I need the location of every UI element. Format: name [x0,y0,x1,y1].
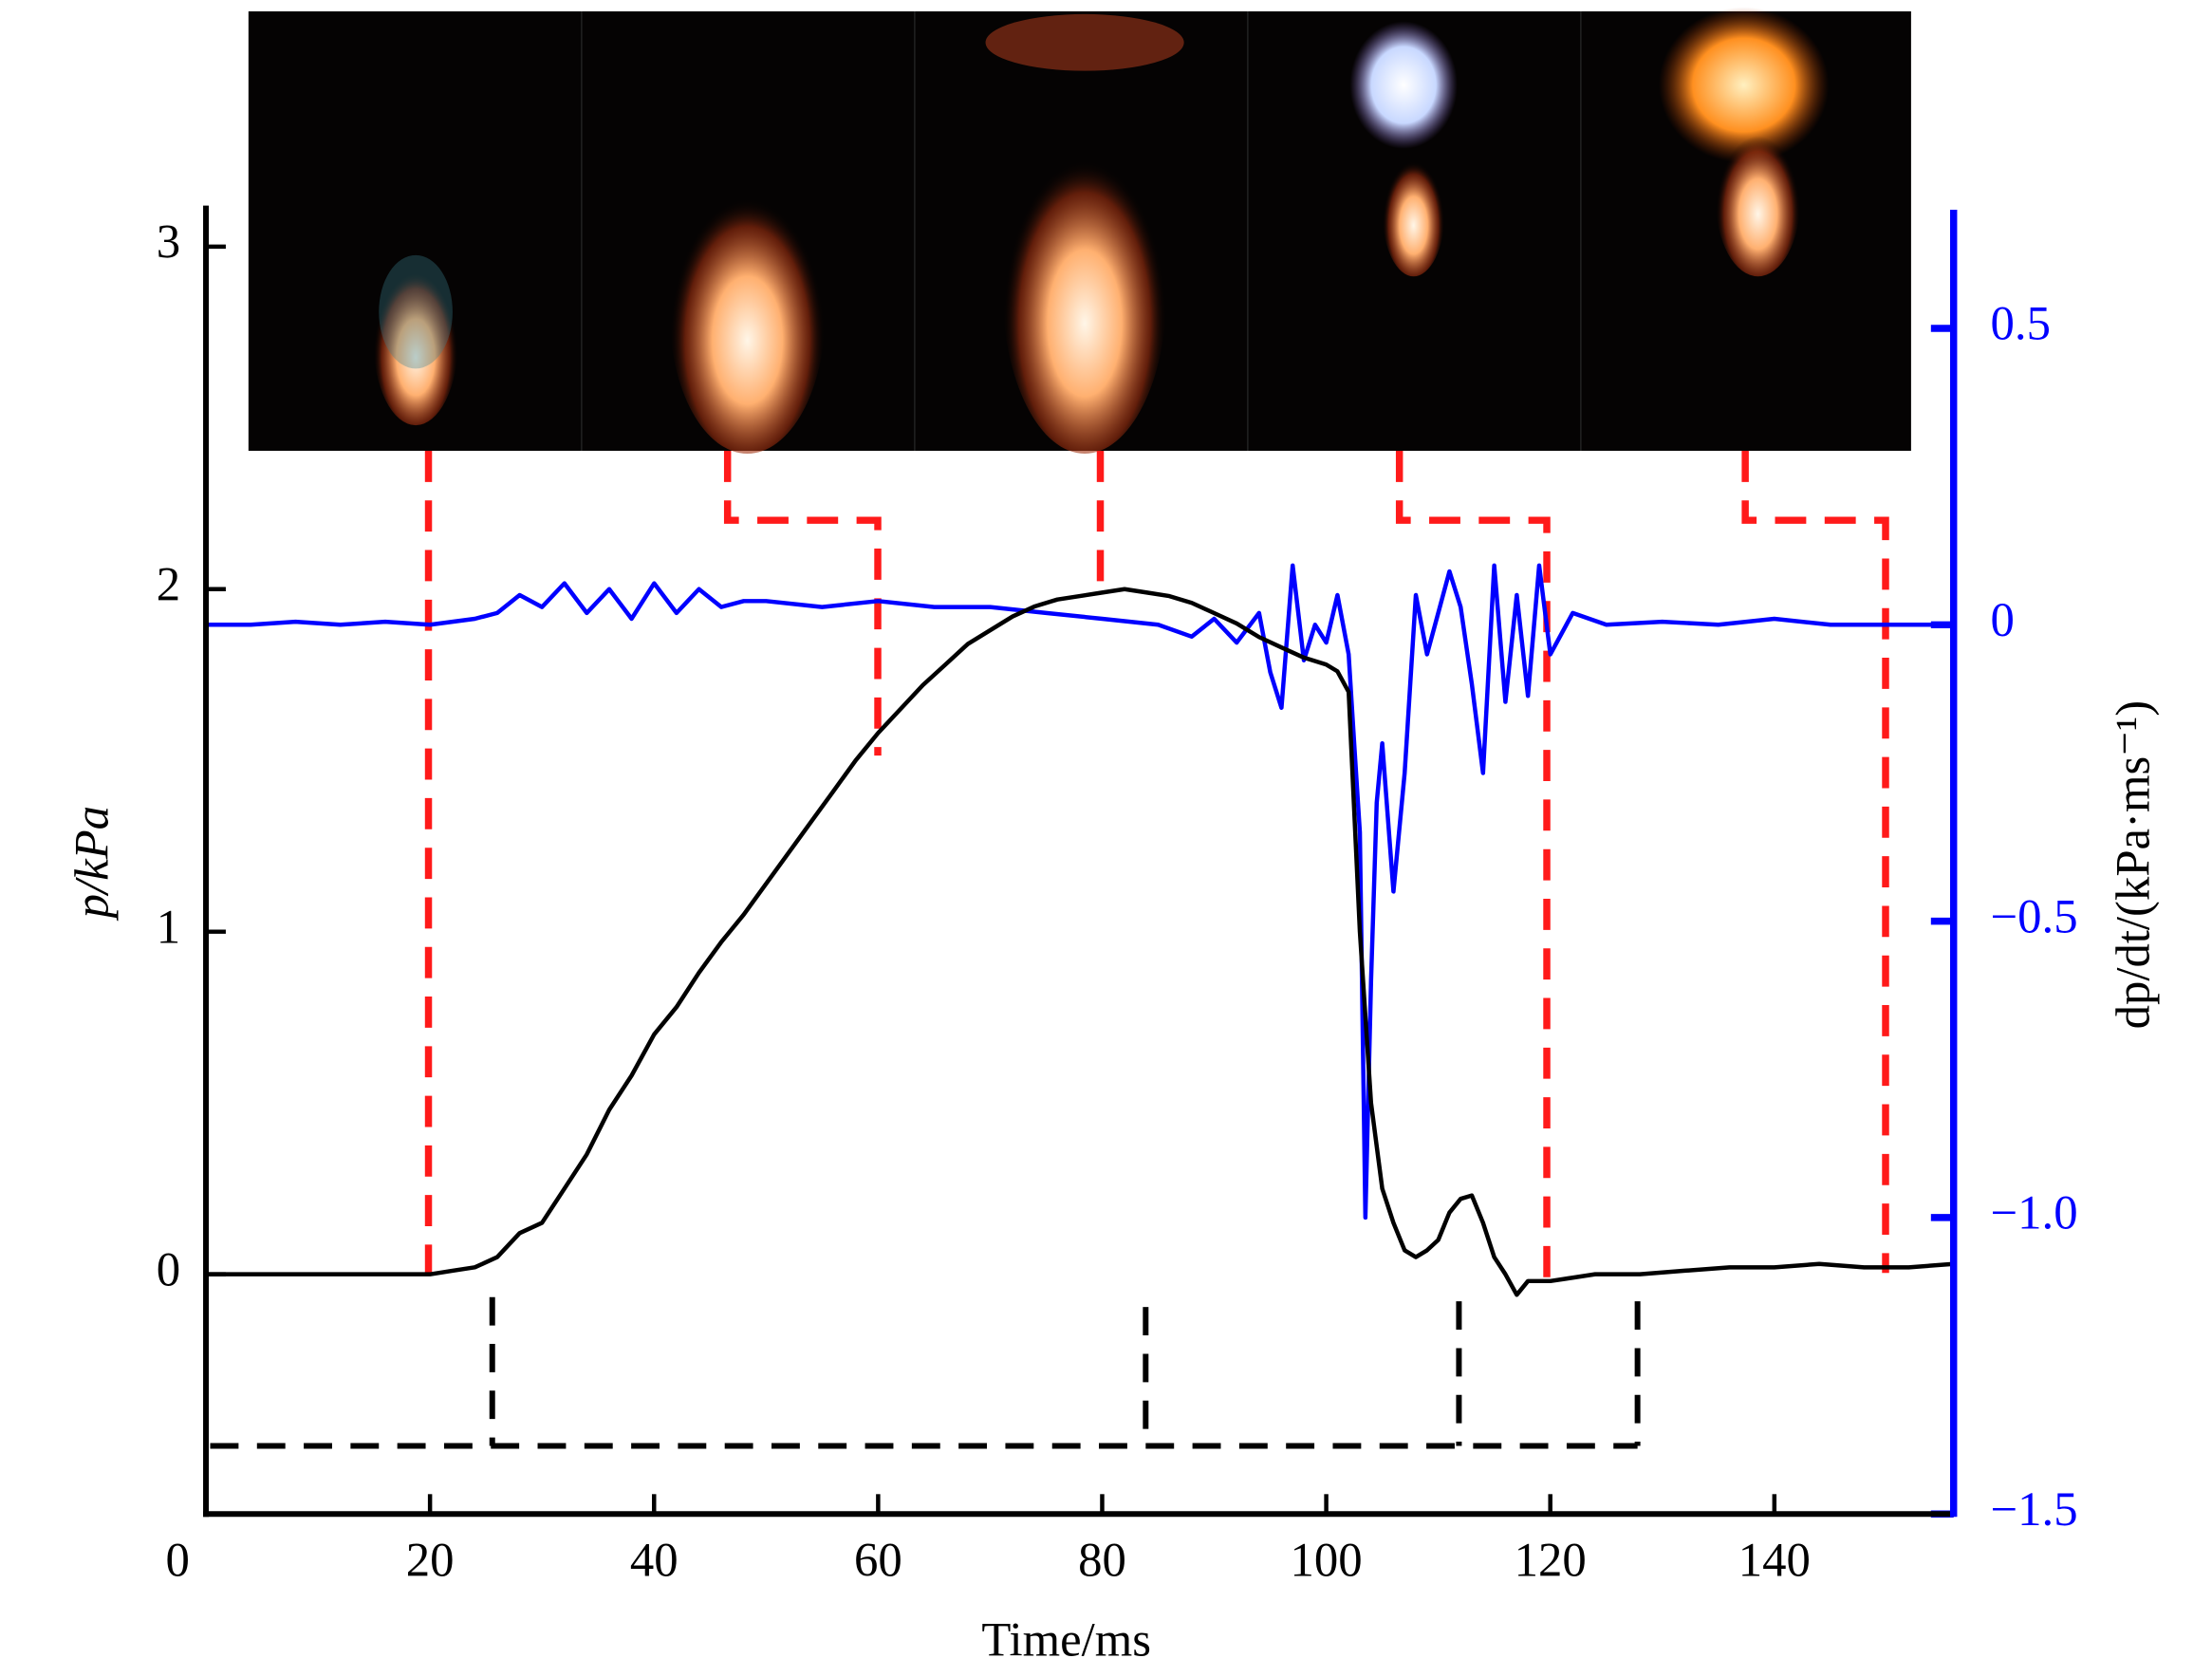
x-tick-label: 20 [406,1534,455,1587]
y2-tick-label: 0.5 [1991,297,2051,350]
y2-tick-label: −0.5 [1991,889,2078,942]
x-axis-label: Time/ms [981,1612,1151,1666]
y-axis-label: p/kPa [65,806,119,921]
y-tick-label: 2 [157,557,180,610]
y-tick-label: 0 [157,1242,180,1295]
y2-tick-label: −1.5 [1991,1482,2078,1536]
y2-axis-label: dp/dt/(kPa·ms⁻¹) [2107,700,2160,1030]
y2-tick-label: 0 [1991,593,2015,646]
x-tick-label: 40 [630,1534,678,1587]
x-tick-label: 80 [1078,1534,1126,1587]
x-tick-label: 100 [1291,1534,1363,1587]
x-tick-label: 60 [854,1534,902,1587]
x-tick-label: 0 [165,1534,189,1587]
black-brackets [210,1296,1641,1449]
x-tick-label: 140 [1738,1534,1811,1587]
y-tick-label: 3 [157,215,180,269]
red-connectors [424,450,1889,1283]
y-tick-label: 1 [157,900,180,953]
flame-photos [248,7,1911,454]
y2-tick-label: −1.0 [1991,1186,2078,1239]
data-line [206,563,1954,1220]
data-line [206,587,1954,1297]
x-tick-label: 120 [1515,1534,1587,1587]
